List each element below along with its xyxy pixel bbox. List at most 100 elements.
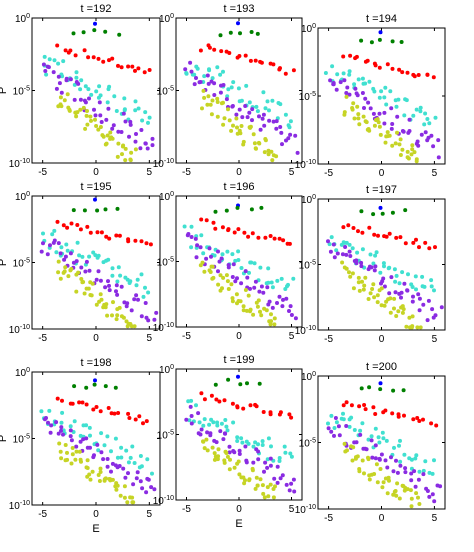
data-point — [106, 406, 111, 410]
data-point — [79, 277, 84, 281]
y-tick-label: 10-5 — [13, 258, 30, 270]
data-point — [105, 133, 110, 138]
data-point — [112, 94, 117, 99]
data-point — [291, 477, 296, 482]
data-point — [287, 488, 292, 493]
x-tick-label: -5 — [38, 167, 47, 178]
data-point — [249, 30, 254, 34]
data-point — [384, 102, 389, 107]
data-point — [150, 471, 154, 476]
data-point — [356, 116, 361, 121]
data-point — [367, 477, 372, 482]
data-point — [201, 439, 205, 444]
data-point — [207, 67, 211, 72]
data-point — [348, 274, 353, 279]
data-point — [99, 297, 104, 302]
data-point — [140, 118, 145, 123]
data-point — [119, 65, 124, 70]
data-point — [116, 63, 120, 68]
data-point — [65, 457, 70, 462]
data-point — [350, 246, 355, 251]
data-point — [93, 21, 97, 26]
data-point — [414, 237, 418, 242]
y-tick-label: 10-10 — [9, 500, 30, 512]
data-point — [212, 81, 217, 86]
x-tick-label: 5 — [289, 504, 295, 515]
data-point — [144, 241, 149, 246]
data-point — [212, 47, 217, 52]
data-point — [90, 281, 95, 286]
data-point — [232, 465, 237, 470]
data-point — [268, 410, 273, 415]
data-point — [284, 482, 289, 487]
data-point — [192, 82, 197, 87]
data-point — [239, 266, 244, 270]
data-point — [277, 459, 282, 463]
data-point — [271, 495, 276, 500]
data-point — [262, 150, 267, 155]
data-point — [229, 85, 234, 90]
data-point — [438, 484, 443, 489]
data-point — [225, 249, 230, 254]
data-point — [119, 130, 124, 134]
x-tick-label: 5 — [432, 513, 438, 524]
data-point — [202, 446, 207, 451]
data-point — [390, 210, 395, 215]
data-point — [414, 287, 418, 292]
data-point — [214, 397, 219, 402]
data-point — [252, 141, 257, 146]
data-point — [139, 464, 144, 469]
data-point — [104, 302, 109, 307]
data-point — [207, 422, 212, 427]
data-point — [256, 449, 261, 454]
data-point — [370, 455, 375, 460]
data-point — [389, 275, 394, 280]
data-point — [412, 74, 417, 79]
data-point — [387, 291, 392, 296]
data-point — [334, 87, 339, 92]
data-point — [133, 139, 138, 144]
data-point — [105, 464, 110, 469]
y-tick-label: 10-5 — [157, 430, 174, 442]
data-point — [230, 252, 235, 257]
data-point — [219, 421, 224, 426]
data-point — [378, 270, 383, 275]
data-point — [134, 476, 139, 481]
data-point — [390, 39, 395, 44]
data-point — [427, 246, 432, 251]
data-point — [411, 294, 415, 299]
data-point — [250, 107, 255, 112]
data-point — [196, 411, 201, 416]
data-point — [280, 473, 285, 478]
data-point — [126, 411, 131, 416]
data-point — [255, 304, 260, 309]
data-point — [41, 231, 45, 236]
data-point — [198, 48, 203, 53]
data-point — [255, 31, 260, 36]
data-point — [140, 486, 145, 491]
data-point — [215, 96, 220, 101]
data-point — [146, 120, 150, 125]
data-point — [99, 120, 104, 124]
data-point — [377, 440, 382, 445]
data-point — [394, 493, 399, 498]
data-point — [354, 440, 359, 445]
data-point — [364, 447, 369, 452]
data-point — [199, 391, 204, 396]
data-point — [116, 265, 121, 270]
data-point — [404, 98, 409, 103]
panel-0: t =192 -5 0 5 100 10-5 10-10 P — [0, 3, 161, 178]
data-point — [407, 129, 412, 133]
data-point — [104, 141, 109, 146]
data-point — [391, 388, 396, 393]
data-point — [218, 33, 223, 38]
data-point — [432, 458, 436, 463]
data-point — [56, 431, 61, 436]
data-point — [421, 468, 426, 473]
data-point — [405, 70, 410, 75]
data-point — [373, 264, 378, 269]
data-point — [255, 483, 260, 488]
data-point — [366, 297, 371, 301]
data-point — [59, 245, 64, 250]
data-point — [369, 434, 374, 439]
